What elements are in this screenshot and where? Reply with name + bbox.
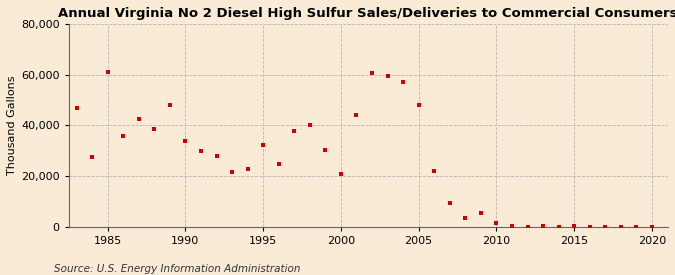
Point [86,155,97,160]
Point [227,170,238,175]
Point [616,224,626,229]
Point [335,172,346,176]
Point [398,80,408,84]
Point [647,225,657,229]
Point [165,103,176,107]
Point [273,161,284,166]
Point [538,224,549,228]
Point [507,224,518,228]
Point [429,169,439,173]
Point [102,70,113,74]
Point [149,127,160,131]
Point [475,211,486,215]
Point [585,224,595,229]
Point [491,221,502,226]
Title: Annual Virginia No 2 Diesel High Sulfur Sales/Deliveries to Commercial Consumers: Annual Virginia No 2 Diesel High Sulfur … [59,7,675,20]
Text: Source: U.S. Energy Information Administration: Source: U.S. Energy Information Administ… [54,264,300,274]
Point [522,224,533,229]
Point [460,216,470,220]
Point [289,128,300,133]
Point [211,154,222,158]
Point [71,106,82,110]
Y-axis label: Thousand Gallons: Thousand Gallons [7,76,17,175]
Point [444,201,455,205]
Point [180,139,191,143]
Point [367,71,377,76]
Point [554,224,564,229]
Point [134,117,144,121]
Point [351,113,362,117]
Point [242,166,253,171]
Point [118,133,129,138]
Point [382,74,393,78]
Point [413,103,424,107]
Point [600,224,611,229]
Point [569,224,580,228]
Point [196,149,207,153]
Point [320,147,331,152]
Point [631,224,642,229]
Point [258,142,269,147]
Point [304,123,315,128]
